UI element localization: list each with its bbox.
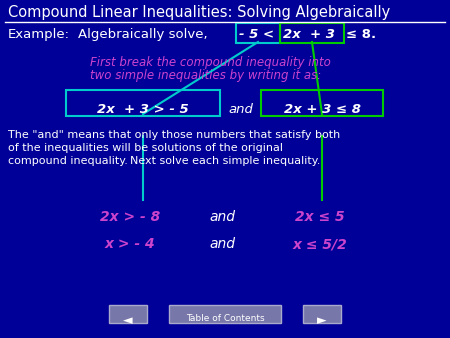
Text: 2x  + 3: 2x + 3	[283, 28, 335, 41]
Text: 2x ≤ 5: 2x ≤ 5	[295, 210, 345, 224]
Text: Example:: Example:	[8, 28, 70, 41]
Text: Compound Linear Inequalities: Solving Algebraically: Compound Linear Inequalities: Solving Al…	[8, 5, 390, 20]
Text: - 5 <: - 5 <	[239, 28, 274, 41]
Text: Next solve each simple inequality.: Next solve each simple inequality.	[130, 156, 320, 166]
Text: Table of Contents: Table of Contents	[186, 314, 264, 323]
Text: First break the compound inequality into: First break the compound inequality into	[90, 56, 331, 69]
FancyBboxPatch shape	[169, 305, 281, 323]
Text: x > - 4: x > - 4	[105, 237, 155, 251]
Text: ≤ 8.: ≤ 8.	[346, 28, 376, 41]
Text: Algebraically solve,: Algebraically solve,	[78, 28, 207, 41]
FancyBboxPatch shape	[303, 305, 341, 323]
Text: 2x  + 3 > - 5: 2x + 3 > - 5	[97, 103, 189, 116]
Text: The "and" means that only those numbers that satisfy both: The "and" means that only those numbers …	[8, 130, 340, 140]
Text: x ≤ 5/2: x ≤ 5/2	[292, 237, 347, 251]
Text: two simple inequalities by writing it as:: two simple inequalities by writing it as…	[90, 69, 321, 82]
Text: and: and	[209, 210, 235, 224]
Text: ◄: ◄	[123, 314, 133, 327]
Text: compound inequality.: compound inequality.	[8, 156, 128, 166]
Text: of the inequalities will be solutions of the original: of the inequalities will be solutions of…	[8, 143, 283, 153]
Text: ►: ►	[317, 314, 327, 327]
Text: 2x > - 8: 2x > - 8	[100, 210, 160, 224]
Text: 2x + 3 ≤ 8: 2x + 3 ≤ 8	[284, 103, 360, 116]
Text: and: and	[209, 237, 235, 251]
FancyBboxPatch shape	[109, 305, 147, 323]
Text: and: and	[228, 103, 253, 116]
